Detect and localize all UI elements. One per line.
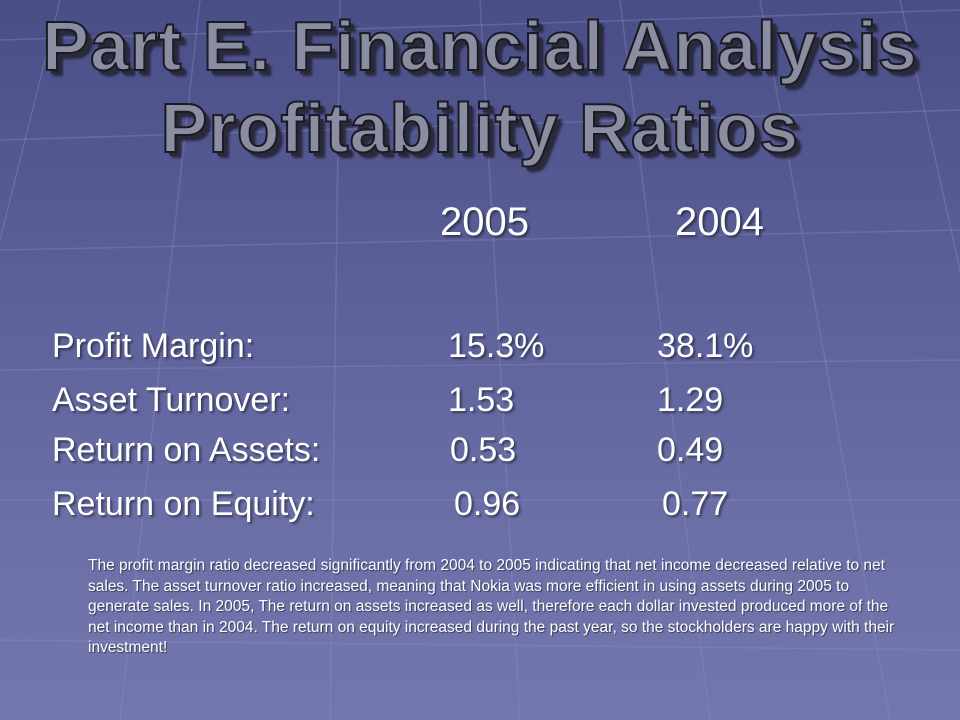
slide-title-line-1: Part E. Financial Analysis — [41, 7, 918, 85]
analysis-note: The profit margin ratio decreased signif… — [88, 557, 895, 656]
ratio-label: Return on Assets: — [52, 431, 321, 469]
ratio-label: Profit Margin: — [52, 327, 255, 365]
ratio-label: Return on Equity: — [52, 485, 315, 523]
slide-title-line-2: Profitability Ratios — [160, 89, 800, 167]
ratio-label: Asset Turnover: — [52, 381, 291, 419]
ratio-value-2005: 15.3% — [448, 327, 545, 365]
year-header-2004: 2004 — [675, 200, 764, 244]
ratio-value-2005: 0.96 — [454, 485, 521, 523]
ratio-value-2005: 1.53 — [448, 381, 515, 419]
year-header-2005: 2005 — [440, 200, 529, 244]
ratio-value-2004: 0.77 — [662, 485, 729, 523]
ratio-value-2005: 0.53 — [450, 431, 517, 469]
ratio-value-2004: 38.1% — [657, 327, 754, 365]
ratio-value-2004: 1.29 — [657, 381, 724, 419]
ratio-value-2004: 0.49 — [657, 431, 724, 469]
